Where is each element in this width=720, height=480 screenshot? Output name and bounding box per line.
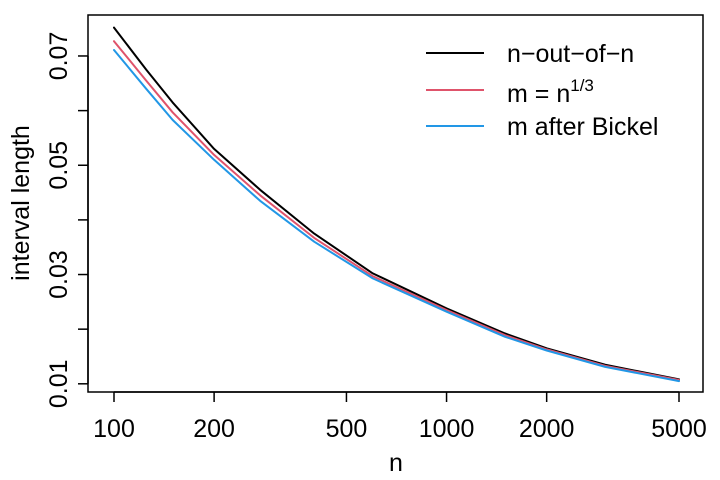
- legend-label-m-cube-root-base: m = n: [507, 80, 570, 108]
- legend-label-n-out-of-n: n−out−of−n: [507, 40, 634, 68]
- legend-label-m-after-bickel: m after Bickel: [507, 113, 658, 141]
- plot-frame: [87, 14, 704, 393]
- legend-label-m-cube-root-exponent: 1/3: [570, 76, 594, 95]
- x-axis: 100 200 500 1000 2000 5000: [93, 391, 707, 443]
- legend: n−out−of−n m = n1/3 m after Bickel: [426, 40, 658, 141]
- y-tick-label: 0.01: [45, 359, 73, 408]
- legend-label-m-cube-root: m = n1/3: [507, 76, 594, 108]
- series-line-1: [113, 26, 680, 381]
- x-tick-label: 100: [93, 415, 135, 443]
- series-line-3: [113, 49, 680, 383]
- x-axis-title: n: [389, 449, 403, 477]
- y-tick-label: 0.07: [45, 32, 73, 81]
- x-tick-label: 5000: [651, 415, 707, 443]
- y-tick-label: 0.05: [45, 141, 73, 190]
- x-tick-label: 1000: [419, 415, 475, 443]
- x-tick-label: 500: [326, 415, 368, 443]
- x-tick-label: 2000: [519, 415, 575, 443]
- series-layer: [113, 26, 680, 383]
- y-axis-title: interval length: [7, 125, 35, 281]
- y-axis: 0.01 0.03 0.05 0.07: [45, 32, 89, 408]
- x-tick-label: 200: [193, 415, 235, 443]
- series-line-2: [113, 40, 680, 381]
- y-tick-label: 0.03: [45, 250, 73, 299]
